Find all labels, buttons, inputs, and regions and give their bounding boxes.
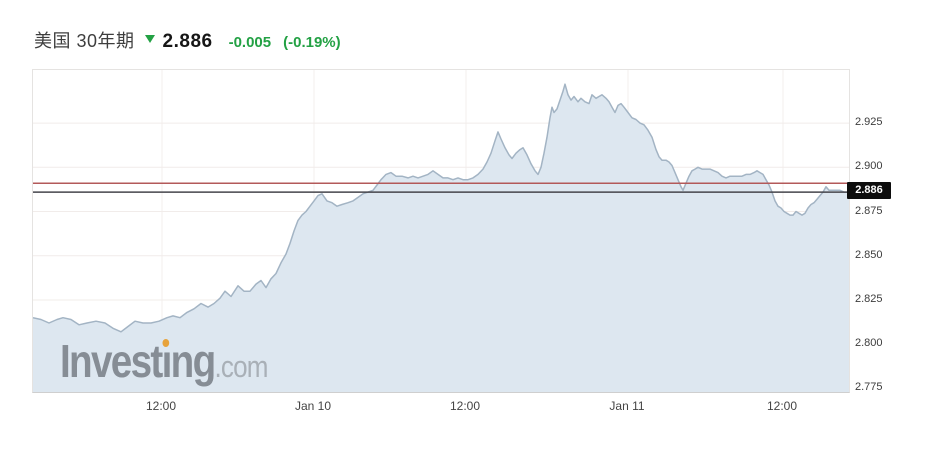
y-tick-label: 2.925 (855, 116, 883, 129)
x-tick-label: 12:00 (449, 399, 481, 413)
trend-down-icon (144, 35, 155, 43)
x-tick-label: Jan 10 (294, 399, 332, 413)
last-price: 2.886 (162, 31, 213, 52)
investing-logo: Investı ng.com (60, 334, 268, 388)
price-line (33, 83, 849, 333)
x-tick-label: Jan 11 (609, 399, 645, 413)
x-tick-label: 12:00 (766, 399, 798, 413)
y-tick-label: 2.900 (855, 160, 883, 173)
y-tick-label: 2.800 (855, 337, 883, 350)
last-price-badge: 2.886 (847, 182, 891, 200)
price-change-percent: (-0.19%) (283, 34, 341, 51)
investing-logo-suffix: .com (214, 349, 269, 384)
investing-logo-text: Investı ng (60, 335, 216, 387)
area-fill (33, 84, 849, 392)
price-change: -0.005 (228, 34, 272, 51)
y-tick-label: 2.875 (855, 204, 883, 217)
chart-svg (33, 70, 849, 392)
quote-header: 美国 30年期 2.886 -0.005 (-0.19%) (34, 27, 341, 53)
instrument-name: 美国 30年期 (34, 31, 135, 51)
y-tick-label: 2.850 (855, 248, 883, 261)
y-tick-label: 2.775 (855, 381, 883, 394)
x-tick-label: 12:00 (145, 399, 177, 413)
y-tick-label: 2.825 (855, 293, 883, 305)
logo-orange-dot-icon (162, 339, 170, 347)
